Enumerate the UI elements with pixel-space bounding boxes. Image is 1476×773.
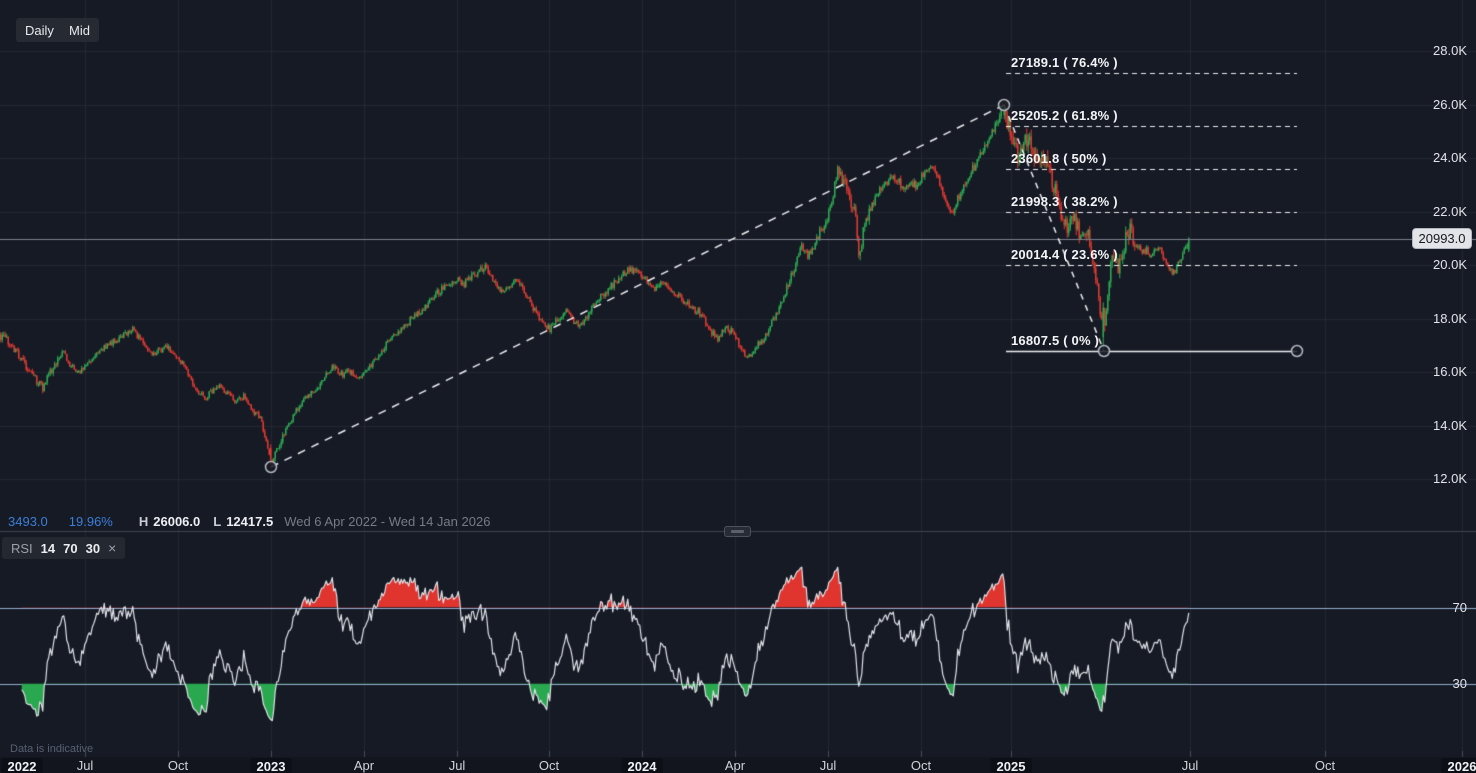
- time-axis-tick: Jul: [76, 758, 94, 773]
- time-axis-tick: 2026: [1441, 758, 1476, 773]
- fib-level-label[interactable]: 20014.4 ( 23.6% ): [1011, 246, 1118, 262]
- time-axis-tick: Oct: [167, 758, 189, 773]
- rsi-close-icon[interactable]: ×: [108, 540, 117, 556]
- pane-resize-handle[interactable]: [724, 526, 751, 537]
- low-label: L: [213, 513, 222, 529]
- time-axis-tick: Apr: [353, 758, 375, 773]
- fib-level-label[interactable]: 23601.8 ( 50% ): [1011, 151, 1107, 166]
- instrument-info-bar: 3493.0 19.96% H 26006.0 L 12417.5 Wed 6 …: [8, 513, 490, 529]
- time-axis-tick: Jul: [819, 758, 837, 773]
- change-value: 3493.0: [8, 513, 48, 529]
- time-axis-tick: Oct: [1314, 758, 1336, 773]
- time-axis-tick: 2022: [1, 758, 43, 773]
- price-axis-tick: 16.0K: [1433, 364, 1467, 379]
- time-axis-tick: Oct: [910, 758, 932, 773]
- price-axis-tick: 26.0K: [1433, 96, 1467, 112]
- fib-level-label[interactable]: 27189.1 ( 76.4% ): [1011, 54, 1118, 70]
- current-price-tag: 20993.0: [1412, 228, 1472, 249]
- change-percent: 19.96%: [68, 513, 113, 529]
- rsi-oversold: 30: [85, 540, 101, 556]
- price-axis-tick: 14.0K: [1433, 417, 1467, 433]
- price-axis-tick: 12.0K: [1433, 471, 1467, 486]
- fib-level-label[interactable]: 16807.5 ( 0% ): [1011, 333, 1100, 348]
- data-indicative-note: Data is indicative: [10, 743, 94, 755]
- time-axis-tick: 2023: [250, 758, 292, 773]
- timeframe-daily-button[interactable]: Daily: [16, 18, 63, 42]
- rsi-level-label: 30: [1452, 675, 1467, 691]
- time-axis-tick: Jul: [1181, 758, 1199, 773]
- high-label: H: [138, 513, 149, 529]
- time-axis-tick: Jul: [448, 758, 466, 773]
- price-axis-tick: 22.0K: [1433, 203, 1467, 219]
- rsi-overbought: 70: [63, 540, 78, 556]
- price-axis-tick: 28.0K: [1433, 43, 1467, 58]
- time-axis-tick: Oct: [538, 758, 560, 773]
- price-axis-tick: 24.0K: [1433, 150, 1467, 165]
- price-axis-tick: 20.0K: [1433, 257, 1467, 272]
- fib-level-label[interactable]: 25205.2 ( 61.8% ): [1011, 108, 1118, 123]
- rsi-period: 14: [40, 540, 56, 556]
- low-value: 12417.5: [226, 513, 274, 529]
- price-axis-tick: 18.0K: [1433, 310, 1467, 326]
- time-axis-tick: 2024: [621, 758, 663, 773]
- rsi-level-label: 70: [1452, 599, 1467, 615]
- high-value: 26006.0: [153, 513, 201, 529]
- time-axis-tick: Apr: [724, 758, 746, 773]
- rsi-indicator-chip[interactable]: RSI 14 70 30 ×: [2, 537, 126, 559]
- rsi-label: RSI: [11, 540, 33, 556]
- fib-level-label[interactable]: 21998.3 ( 38.2% ): [1011, 193, 1118, 209]
- time-axis-tick: 2025: [990, 758, 1032, 773]
- price-type-mid-button[interactable]: Mid: [60, 18, 99, 42]
- date-range: Wed 6 Apr 2022 - Wed 14 Jan 2026: [284, 513, 491, 529]
